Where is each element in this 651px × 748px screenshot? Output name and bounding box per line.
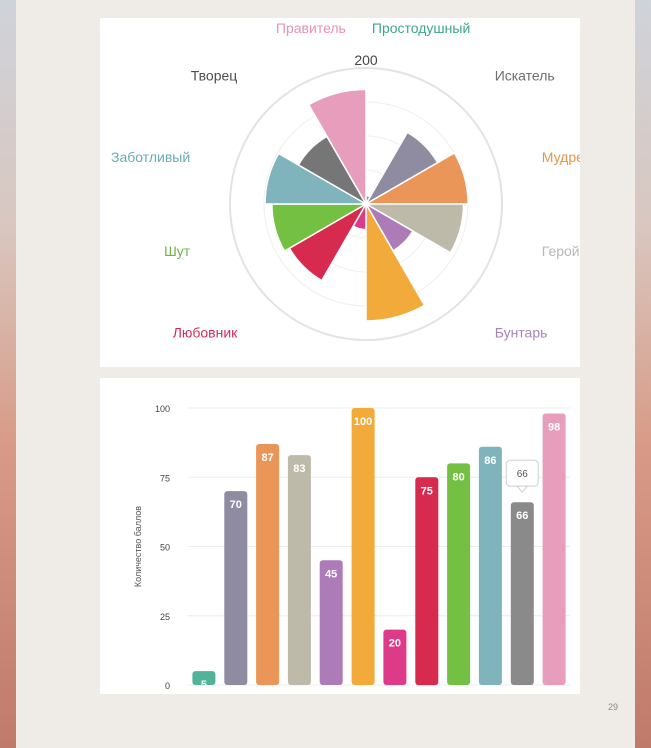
bar-value-label-1: 5 [201, 679, 207, 691]
y-tick-label: 0 [165, 681, 170, 691]
bar-5 [319, 560, 343, 685]
polar-slice-12 [307, 88, 367, 207]
bar-value-label-4: 83 [293, 463, 305, 475]
bar-8 [415, 477, 439, 686]
polar-slice-4 [363, 203, 465, 254]
y-tick-label: 50 [160, 543, 170, 553]
bar-11 [510, 502, 534, 685]
tooltip-text: 66 [517, 469, 529, 480]
polar-slice-10 [264, 152, 369, 205]
polar-category-label-5: Бунтарь [495, 325, 548, 341]
bar-7 [383, 629, 407, 685]
bar-9 [447, 463, 471, 685]
y-tick-label: 75 [160, 473, 170, 483]
bar-value-label-11: 66 [516, 510, 528, 522]
bar-10 [478, 446, 502, 685]
bar-chart-panel: 0 25 50 75 100 Количество баллов 5 70 87 83 45 100 2… [100, 378, 580, 694]
bar-value-label-9: 80 [452, 471, 464, 483]
polar-area-chart: 200 Простодушный Искатель Мудрец Герой Бунтар… [111, 20, 580, 341]
bar-value-label-6: 100 [354, 416, 372, 428]
bar-1 [192, 671, 216, 685]
page-number: 29 [607, 702, 618, 712]
polar-outer-ring [229, 67, 503, 341]
bar-value-label-7: 20 [389, 638, 401, 650]
bar-tooltip: 66 [505, 459, 539, 493]
bar-value-label-8: 75 [421, 485, 433, 497]
polar-category-label-3: Мудрец [542, 149, 580, 165]
bar-3 [256, 444, 280, 685]
bar-value-label-3: 87 [261, 452, 273, 464]
bar-4 [287, 455, 311, 685]
polar-chart-panel: 200 Простодушный Искатель Мудрец Герой Бунтар… [100, 18, 580, 367]
polar-slice-6 [365, 201, 426, 322]
bar-2 [224, 491, 248, 685]
polar-slice-3 [363, 151, 469, 205]
bar-value-label-2: 70 [230, 499, 242, 511]
polar-tick-label: 200 [354, 52, 378, 68]
polar-category-label-12: Правитель [276, 20, 346, 36]
bar-12 [542, 413, 566, 685]
slide: 200ПростодушныйИскательМудрецГеройБунтар… [16, 0, 635, 748]
y-tick-label: 100 [155, 404, 170, 414]
polar-category-label-4: Герой [542, 243, 580, 259]
y-axis-label: Количество баллов [133, 506, 143, 587]
polar-category-label-2: Искатель [495, 67, 555, 83]
polar-category-label-11: Творец [191, 67, 238, 83]
tooltip-pointer [516, 485, 529, 493]
polar-category-label-1: Простодушный [372, 20, 470, 36]
bar-value-label-5: 45 [325, 568, 337, 580]
bar-chart: 0 25 50 75 100 Количество баллов 5 70 87 83 45 100 2… [133, 404, 570, 691]
polar-category-label-10: Заботливый [111, 149, 190, 165]
bar-6 [351, 408, 375, 685]
polar-category-label-8: Любовник [173, 325, 238, 341]
polar-category-label-9: Шут [164, 243, 191, 259]
y-tick-label: 25 [160, 612, 170, 622]
bar-value-label-10: 86 [484, 455, 496, 467]
bar-value-label-12: 98 [548, 422, 560, 434]
